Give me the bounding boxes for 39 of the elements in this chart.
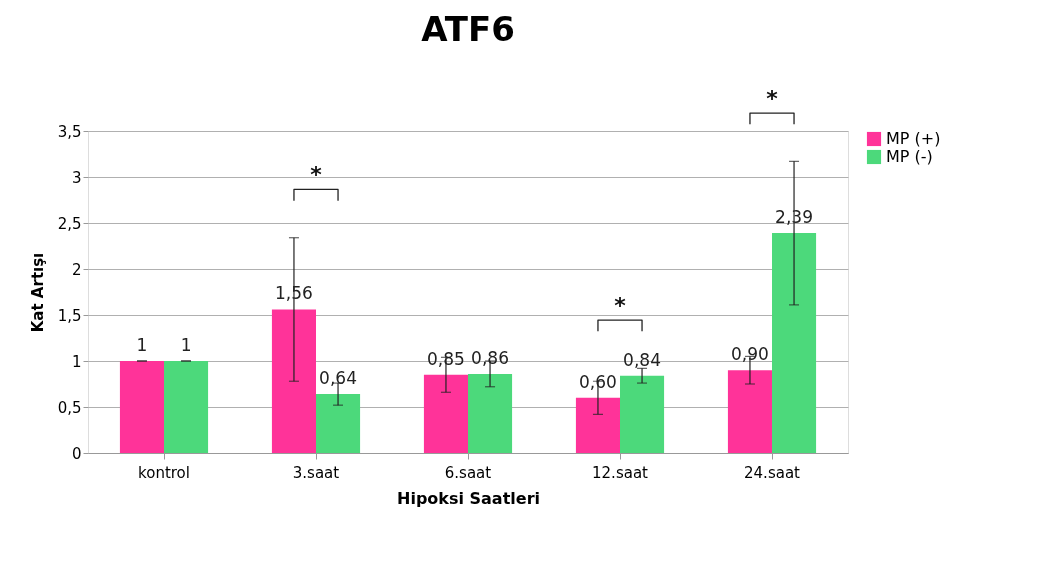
bar bbox=[164, 361, 209, 453]
annotation: * bbox=[614, 293, 627, 319]
annotation: * bbox=[310, 162, 323, 188]
data-label: 1 bbox=[136, 335, 148, 355]
data-label: 0,60 bbox=[579, 371, 617, 392]
text: * bbox=[766, 86, 779, 112]
x-tick-label: 6.saat bbox=[444, 463, 492, 482]
y-tick-label: 1,5 bbox=[57, 306, 82, 325]
data-label: 0,84 bbox=[623, 349, 661, 370]
data-label: 1 bbox=[180, 335, 192, 355]
x-tick-label: 24.saat bbox=[744, 463, 801, 482]
y-tick-label: 2,5 bbox=[57, 214, 82, 233]
y-tick-label: 3 bbox=[71, 168, 82, 187]
bar bbox=[271, 309, 316, 453]
y-tick-label: 1 bbox=[71, 352, 82, 371]
bar bbox=[423, 374, 468, 453]
bar bbox=[119, 361, 164, 453]
bar bbox=[468, 373, 513, 453]
bar bbox=[316, 394, 361, 453]
bar bbox=[727, 370, 772, 453]
data-label: 0,90 bbox=[731, 344, 769, 365]
legend-label: MP (+) bbox=[886, 129, 941, 148]
y-axis-title: Kat Artışı bbox=[28, 252, 47, 333]
data-label: 0,85 bbox=[427, 348, 465, 369]
y-tick-label: 3,5 bbox=[57, 122, 82, 141]
y-tick-label: 0,5 bbox=[57, 398, 82, 417]
y-tick-label: 0 bbox=[71, 444, 82, 463]
bar bbox=[620, 375, 665, 453]
x-tick-label: 12.saat bbox=[592, 463, 649, 482]
chart-title: ATF6 bbox=[421, 9, 515, 50]
x-tick-label: 3.saat bbox=[292, 463, 340, 482]
bar bbox=[772, 233, 817, 453]
data-label: 0,86 bbox=[471, 347, 509, 368]
x-axis-title: Hipoksi Saatleri bbox=[396, 488, 541, 508]
x-tick-label: kontrol bbox=[138, 463, 190, 482]
bar bbox=[575, 397, 620, 453]
legend-label: MP (-) bbox=[886, 147, 933, 166]
y-tick-label: 2 bbox=[71, 260, 82, 279]
data-label: 0,64 bbox=[319, 368, 357, 389]
